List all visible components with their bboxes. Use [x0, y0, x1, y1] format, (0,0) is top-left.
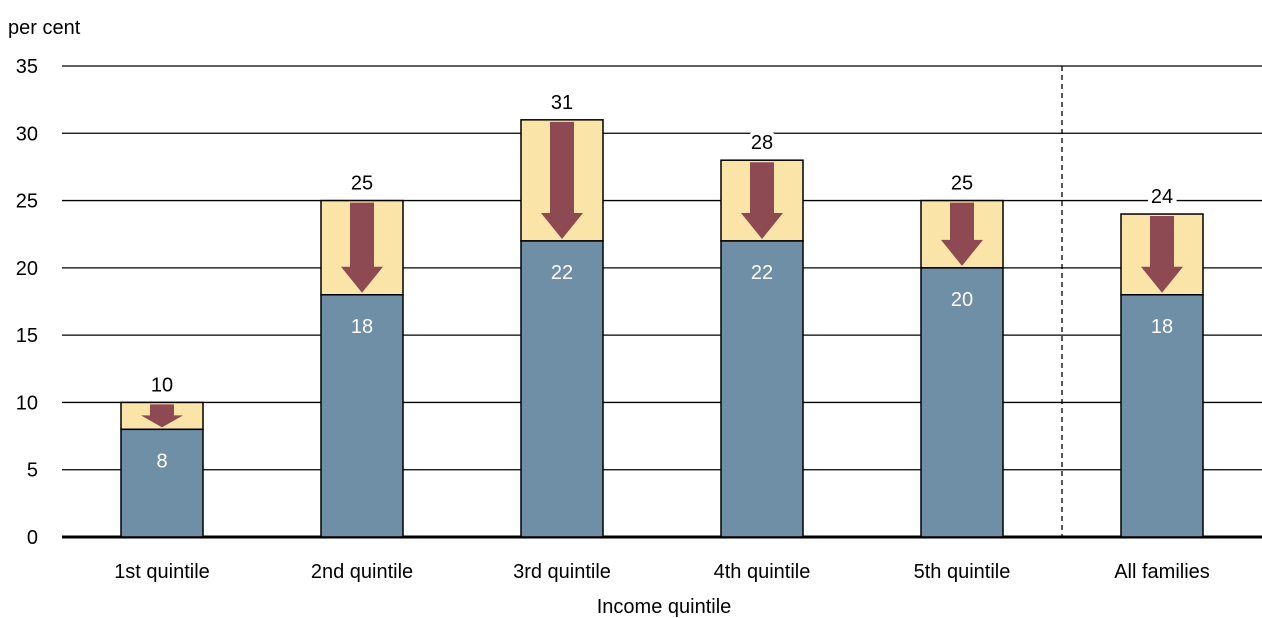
x-axis-title: Income quintile — [597, 596, 732, 618]
x-tick-label: 1st quintile — [114, 561, 210, 583]
y-tick-label: 20 — [16, 258, 38, 280]
bar-lower-value-label: 22 — [551, 262, 573, 284]
bar-upper-value-label: 25 — [351, 173, 373, 195]
y-tick-label: 15 — [16, 325, 38, 347]
decline-arrow — [141, 404, 183, 428]
decline-arrow — [1141, 216, 1183, 293]
bar-lower-segment — [1120, 294, 1204, 538]
bar-lower-segment — [920, 267, 1004, 538]
x-tick-labels: 1st quintile 2nd quintile 3rd quintile 4th … — [114, 561, 1210, 583]
bar-lower-value-label: 8 — [156, 450, 167, 472]
decline-arrow — [341, 202, 383, 293]
x-tick-label: 2nd quintile — [311, 561, 413, 583]
y-tick-label: 0 — [27, 527, 38, 549]
x-tick-label: 5th quintile — [914, 561, 1011, 583]
bar-upper-value-label: 31 — [551, 92, 573, 114]
bar-lower-segment — [720, 240, 804, 538]
x-tick-label: All families — [1114, 561, 1210, 583]
bar-lower-segment — [320, 294, 404, 538]
y-tick-label: 35 — [16, 56, 38, 78]
bar-lower-value-label: 22 — [751, 262, 773, 284]
y-tick-label: 5 — [27, 460, 38, 482]
y-tick-label: 10 — [16, 392, 38, 414]
bar-upper-value-label: 25 — [951, 173, 973, 195]
decline-arrow — [541, 121, 583, 239]
bar-lower-segment — [520, 240, 604, 538]
decline-arrow — [941, 202, 983, 266]
x-tick-label: 4th quintile — [714, 561, 811, 583]
y-tick-label: 30 — [16, 123, 38, 145]
bars: 8 10 18 25 22 31 22 28 20 25 18 24 — [120, 88, 1204, 538]
bar-upper-value-label: 10 — [151, 374, 173, 396]
bar-lower-value-label: 18 — [351, 316, 373, 338]
bar-lower-value-label: 20 — [951, 289, 973, 311]
x-tick-label: 3rd quintile — [513, 561, 611, 583]
bar-lower-segment — [120, 428, 204, 538]
bar-lower-value-label: 18 — [1151, 316, 1173, 338]
decline-arrow — [741, 162, 783, 239]
y-tick-label: 25 — [16, 191, 38, 213]
y-tick-labels: 0 5 10 15 20 25 30 35 — [16, 56, 38, 549]
bar-upper-value-label: 24 — [1151, 186, 1173, 208]
y-axis-unit-label: per cent — [8, 17, 81, 39]
bar-upper-value-label: 28 — [751, 132, 773, 154]
gridlines — [62, 65, 1262, 539]
